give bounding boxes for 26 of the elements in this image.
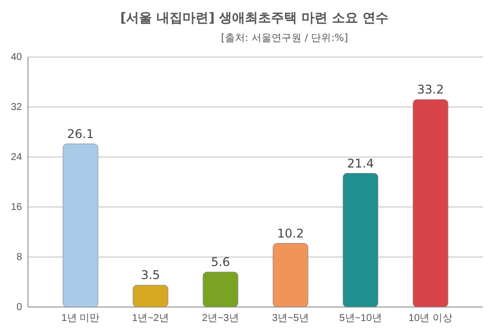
- x-tick-label: 3년~5년: [272, 313, 309, 324]
- bar: [62, 144, 98, 308]
- y-tick-label: 16: [10, 202, 22, 214]
- bar: [272, 243, 308, 308]
- x-tick-label: 5년~10년: [339, 313, 382, 324]
- data-label: 33.2: [417, 82, 444, 96]
- y-tick-label: 0: [16, 302, 22, 314]
- chart-subtitle: [출처: 서울연구원 / 단위:%]: [221, 33, 348, 44]
- y-tick-label: 32: [10, 102, 22, 114]
- data-label: 26.1: [67, 126, 94, 141]
- bar: [202, 272, 238, 308]
- x-tick-label: 2년~3년: [202, 313, 239, 324]
- x-tick-label: 1년 미만: [61, 313, 100, 324]
- bar: [132, 284, 168, 308]
- y-tick-label: 40: [10, 52, 22, 64]
- data-label: 10.2: [277, 226, 304, 240]
- x-tick-label: 1년~2년: [132, 313, 169, 324]
- bar: [412, 99, 448, 308]
- y-tick-label: 24: [10, 152, 22, 164]
- y-tick-label: 8: [16, 252, 22, 264]
- data-label: 5.6: [210, 255, 230, 269]
- data-label: 21.4: [347, 156, 374, 170]
- x-tick-label: 10년 이상: [408, 313, 452, 324]
- data-label: 3.5: [140, 268, 160, 282]
- bar: [342, 173, 378, 308]
- chart-title: [서울 내집마련] 생애최초주택 마련 소요 연수: [120, 11, 389, 26]
